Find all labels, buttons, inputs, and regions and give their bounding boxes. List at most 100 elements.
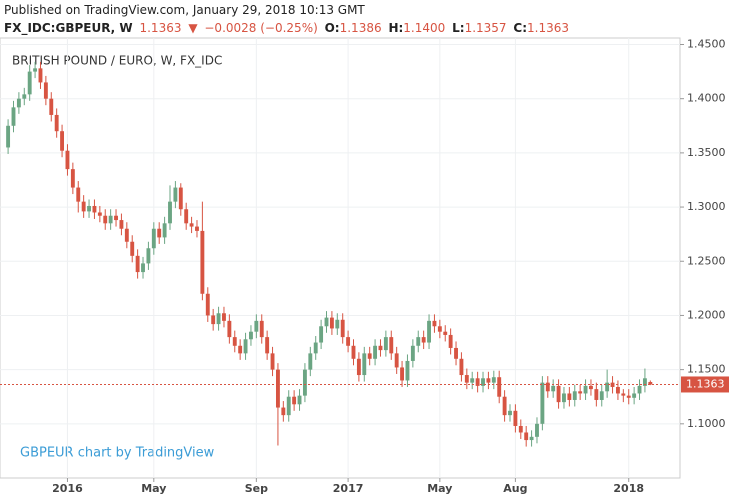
candle-body (346, 337, 351, 346)
candle-body (583, 385, 588, 394)
candle-body (383, 337, 388, 351)
candle-body (11, 107, 16, 126)
x-tick-label: May (141, 482, 166, 495)
y-tick-label: 1.1500 (687, 363, 726, 376)
candle-body (76, 187, 81, 202)
candle-body (632, 393, 637, 398)
candle-body (195, 226, 199, 231)
candle-body (243, 339, 248, 354)
candle-body (313, 342, 318, 354)
symbol-line: FX_IDC:GBPEUR, W 1.1363 ▼ −0.0028 (−0.25… (4, 21, 572, 35)
candle-body (535, 423, 539, 437)
candle-body (416, 337, 421, 346)
candle-body (92, 205, 97, 213)
candle-body (491, 377, 496, 383)
candle-body (356, 358, 361, 376)
plot-frame (0, 37, 681, 479)
candle-body (200, 230, 205, 294)
candle-body (589, 385, 593, 390)
candle-body (464, 375, 469, 383)
candle-body (238, 345, 243, 354)
h-label: H: (388, 21, 404, 35)
candle-body (146, 248, 151, 264)
candle-body (173, 187, 178, 202)
candle-body (114, 215, 118, 221)
candle-body (130, 241, 135, 256)
candle-body (124, 228, 129, 242)
candle-body (642, 378, 647, 386)
o-label: O: (324, 21, 340, 35)
candle-body (189, 223, 194, 227)
candle-body (405, 360, 410, 381)
candle-body (378, 345, 383, 351)
candle-body (373, 345, 378, 359)
y-tick-label: 1.4500 (687, 38, 726, 51)
candle-body (351, 345, 356, 359)
candle-body (421, 337, 426, 343)
candle-body (362, 353, 367, 376)
candle-body (340, 319, 345, 338)
x-tick-label: Sep (245, 482, 268, 495)
candle-body (410, 345, 415, 361)
y-tick-label: 1.3500 (687, 146, 726, 159)
candle-body (470, 378, 475, 383)
candle-body (308, 353, 313, 370)
x-tick-label: 2017 (333, 482, 364, 495)
candle-body (275, 369, 280, 408)
candle-body (486, 378, 491, 383)
x-tick-label: 2018 (613, 482, 644, 495)
candle-body (81, 201, 86, 212)
candle-body (524, 432, 529, 441)
candle-body (205, 293, 210, 316)
candle-body (135, 255, 140, 273)
candle-body (49, 98, 54, 115)
candle-body (97, 212, 102, 216)
c-label: C: (513, 21, 527, 35)
candle-body (459, 358, 464, 376)
candle-body (222, 313, 226, 321)
candle-body (60, 131, 65, 151)
candle-body (270, 353, 275, 370)
candle-body (545, 382, 550, 392)
candle-body (367, 353, 372, 359)
y-tick-label: 1.2000 (687, 308, 726, 321)
candle-body (162, 223, 167, 238)
symbol: FX_IDC:GBPEUR, W (4, 21, 133, 35)
candle-body (43, 82, 48, 99)
candle-body (621, 393, 626, 396)
candle-body (232, 337, 237, 346)
candle-body (22, 94, 27, 99)
candle-body (448, 334, 453, 348)
candle-body (119, 220, 124, 229)
candle-body (443, 331, 448, 335)
candle-body (562, 393, 566, 403)
candle-body (513, 410, 518, 426)
candle-body (33, 68, 38, 72)
candle-body (427, 320, 431, 343)
candle-body (605, 382, 610, 392)
candle-body (481, 378, 485, 386)
candle-body (551, 385, 556, 392)
candle-body (594, 389, 599, 400)
candle-body (437, 326, 442, 332)
y-tick-label: 1.2500 (687, 254, 726, 267)
candle-body (27, 71, 32, 95)
candle-body (626, 395, 631, 398)
candle-body (254, 320, 259, 332)
candle-body (6, 125, 11, 148)
candle-body (151, 228, 156, 249)
candle-body (297, 395, 302, 405)
candle-body (103, 215, 108, 224)
published: Published on TradingView.com, January 29… (4, 3, 365, 17)
candle-body (556, 385, 561, 403)
candle-body (157, 228, 162, 238)
candle-body (70, 169, 75, 188)
candle-body (141, 263, 145, 273)
candle-body (648, 381, 653, 385)
candle-body (178, 187, 183, 210)
candle-body (615, 386, 620, 394)
candle-body (302, 369, 307, 396)
candle-body (286, 396, 291, 416)
candle-body (38, 68, 43, 83)
candle-body (329, 317, 334, 329)
